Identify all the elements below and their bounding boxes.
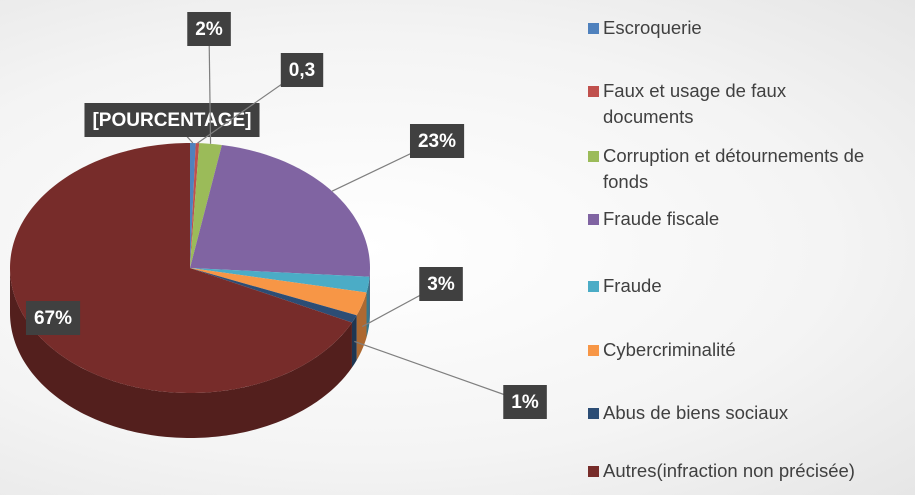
legend-swatch: [588, 86, 599, 97]
slice: [190, 144, 370, 277]
legend-label: Abus de biens sociaux: [603, 402, 789, 423]
legend-swatch: [588, 23, 599, 34]
legend-label: Corruption et détournements de fonds: [603, 145, 865, 192]
legend-label: Autres(infraction non précisée): [603, 460, 855, 481]
leader-line: [354, 340, 526, 403]
data-label: 0,3: [280, 53, 324, 87]
legend-label: Cybercriminalité: [603, 339, 736, 360]
legend-swatch: [588, 214, 599, 225]
slice: [190, 268, 367, 316]
label-text: 0,3: [289, 60, 315, 81]
label-text: 23%: [418, 131, 456, 152]
label-text: 2%: [195, 19, 223, 40]
label-text: 1%: [511, 392, 539, 413]
data-label: 23%: [409, 124, 465, 158]
slice: [190, 268, 357, 323]
legend-swatch: [588, 466, 599, 477]
data-label: 67%: [25, 301, 81, 335]
data-label: [POURCENTAGE]: [84, 103, 260, 137]
legend-swatch: [588, 281, 599, 292]
label-box: [187, 12, 231, 46]
data-label: 2%: [187, 12, 231, 46]
legend-swatch: [588, 408, 599, 419]
data-label: 1%: [503, 385, 547, 419]
legend-item: Autres(infraction non précisée): [588, 458, 855, 484]
data-label: 3%: [419, 267, 463, 301]
legend-swatch: [588, 151, 599, 162]
slice-side: [366, 276, 370, 338]
slice: [10, 143, 352, 393]
legend-label: Escroquerie: [603, 17, 702, 38]
legend-item: Fraude: [588, 273, 873, 299]
slice: [190, 268, 370, 293]
label-box: [409, 124, 465, 158]
legend-item: Corruption et détournements de fonds: [588, 143, 873, 195]
label-box: [503, 385, 547, 419]
label-text: 3%: [427, 274, 455, 295]
legend-item: Escroquerie: [588, 15, 873, 41]
slice-side: [10, 268, 352, 438]
slice-side: [351, 315, 357, 368]
label-box: [419, 267, 463, 301]
slice: [190, 143, 196, 268]
label-box: [25, 301, 81, 335]
legend-item: Faux et usage de faux documents: [588, 78, 873, 130]
legend-item: Cybercriminalité: [588, 337, 873, 363]
slice: [190, 143, 200, 268]
legend-label: Faux et usage de faux documents: [603, 80, 787, 127]
legend-item: Fraude fiscale: [588, 206, 873, 232]
legend-label: Fraude fiscale: [603, 208, 720, 229]
legend-label: Fraude: [603, 275, 662, 296]
label-text: [POURCENTAGE]: [92, 110, 251, 131]
label-box: [280, 53, 324, 87]
slice: [190, 143, 222, 268]
legend-item: Abus de biens sociaux: [588, 400, 873, 426]
legend: Escroquerie Faux et usage de faux documen…: [588, 0, 915, 495]
label-text: 67%: [34, 308, 72, 329]
leader-line: [208, 28, 212, 144]
legend-swatch: [588, 345, 599, 356]
